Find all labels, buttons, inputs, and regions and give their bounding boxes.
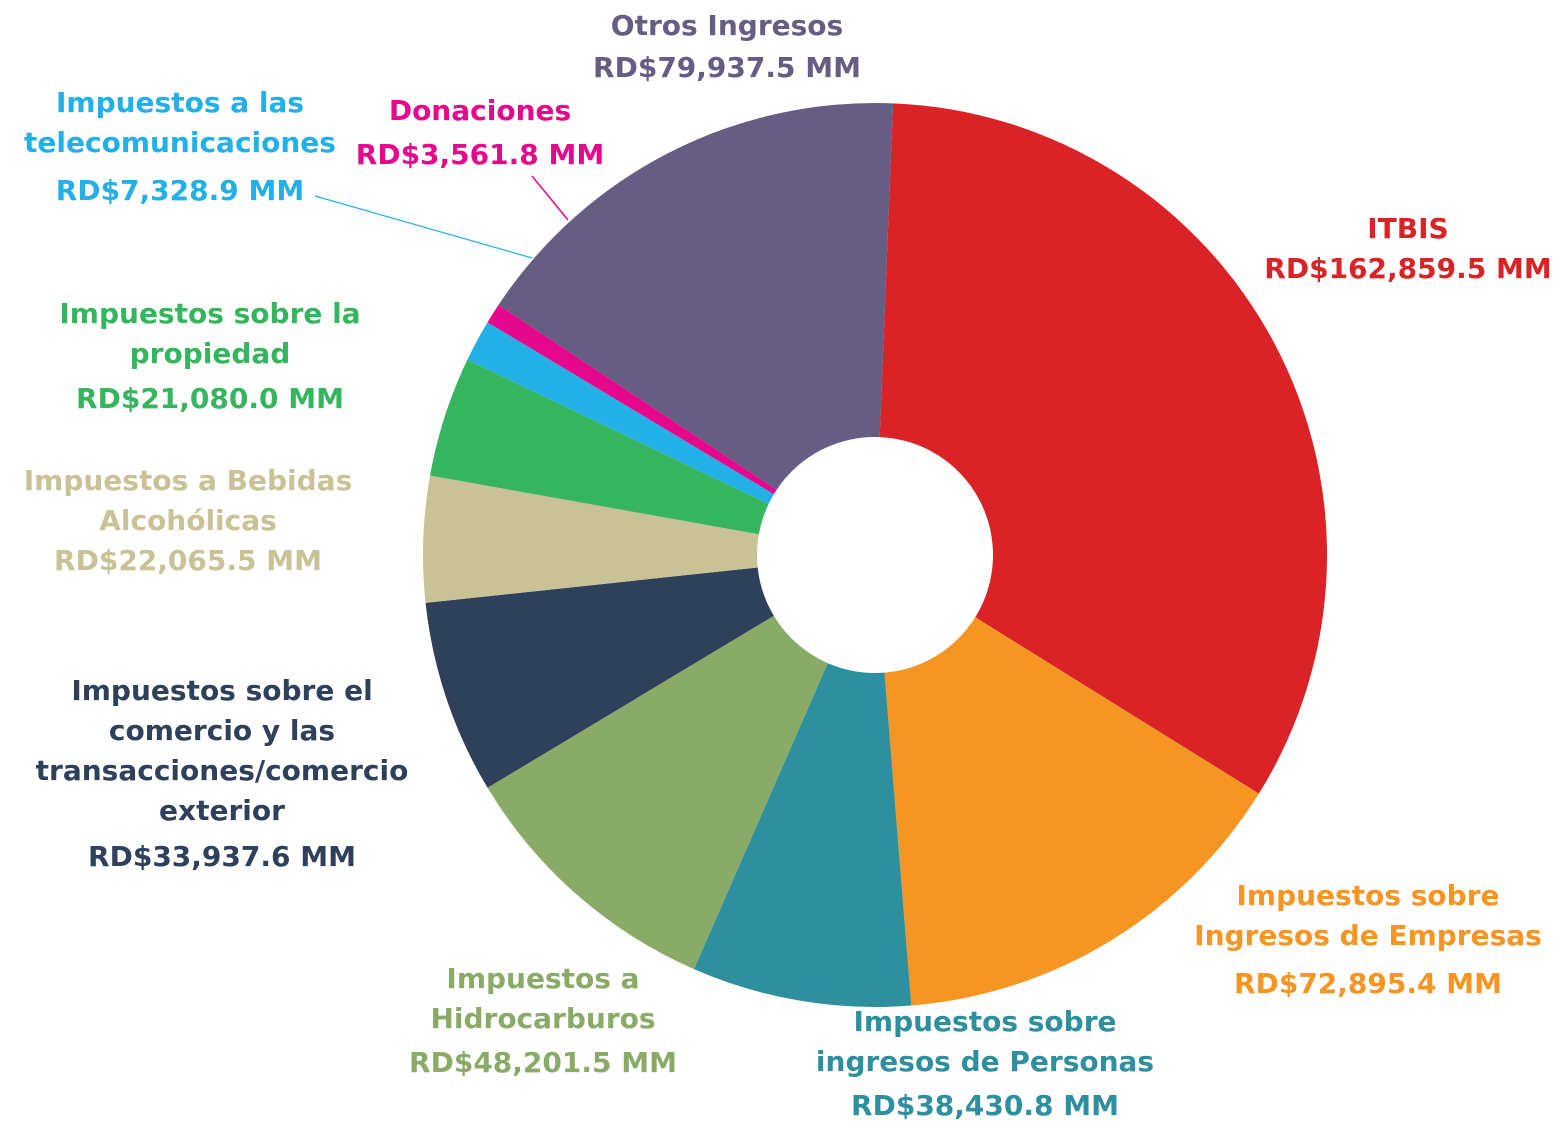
- slice-label: Alcohólicas: [99, 504, 277, 537]
- slice-label: Impuestos sobre la: [59, 297, 360, 330]
- leader-line: [314, 195, 533, 259]
- value-label: RD$22,065.5 MM: [54, 544, 322, 577]
- slice-label: Impuestos a Bebidas: [24, 464, 352, 497]
- donut-slice: [693, 663, 912, 1007]
- slice-label: ingresos de Personas: [816, 1045, 1154, 1078]
- donut-slice: [498, 102, 894, 490]
- donut-slice: [884, 617, 1259, 1006]
- value-label: RD$162,859.5 MM: [1264, 252, 1551, 285]
- slice-label: Impuestos sobre: [1236, 879, 1499, 912]
- slice-label: Otros Ingresos: [611, 9, 843, 42]
- value-label: RD$33,937.6 MM: [88, 840, 356, 873]
- donut-slice: [487, 615, 828, 970]
- value-label: RD$79,937.5 MM: [593, 51, 861, 84]
- value-label: RD$48,201.5 MM: [409, 1046, 677, 1079]
- slice-label: Ingresos de Empresas: [1194, 919, 1542, 952]
- slice-label: ITBIS: [1367, 212, 1448, 245]
- donut-slice: [467, 322, 774, 505]
- slice-label: Impuestos a: [446, 962, 639, 995]
- value-label: RD$38,430.8 MM: [851, 1089, 1119, 1122]
- value-label: RD$21,080.0 MM: [76, 382, 344, 415]
- value-label: RD$3,561.8 MM: [356, 138, 604, 171]
- donut-slice: [487, 304, 777, 495]
- value-label: RD$7,328.9 MM: [56, 174, 304, 207]
- slice-label: Donaciones: [389, 94, 571, 127]
- slice-label: exterior: [159, 794, 285, 827]
- slice-label: Impuestos sobre el: [71, 674, 372, 707]
- slice-label: transacciones/comercio: [36, 754, 409, 787]
- slice-label: Impuestos sobre: [853, 1005, 1116, 1038]
- slice-label: telecomunicaciones: [24, 126, 336, 159]
- donut-slice: [430, 359, 769, 535]
- slice-label: Hidrocarburos: [430, 1002, 655, 1035]
- slice-label: Impuestos a las: [56, 86, 304, 119]
- donut-slice: [425, 567, 774, 788]
- leader-line: [531, 175, 569, 221]
- donut-slice: [879, 103, 1327, 794]
- donut-slice: [422, 475, 759, 603]
- slice-label: propiedad: [130, 337, 291, 370]
- value-label: RD$72,895.4 MM: [1234, 967, 1502, 1000]
- slice-label: comercio y las: [109, 714, 335, 747]
